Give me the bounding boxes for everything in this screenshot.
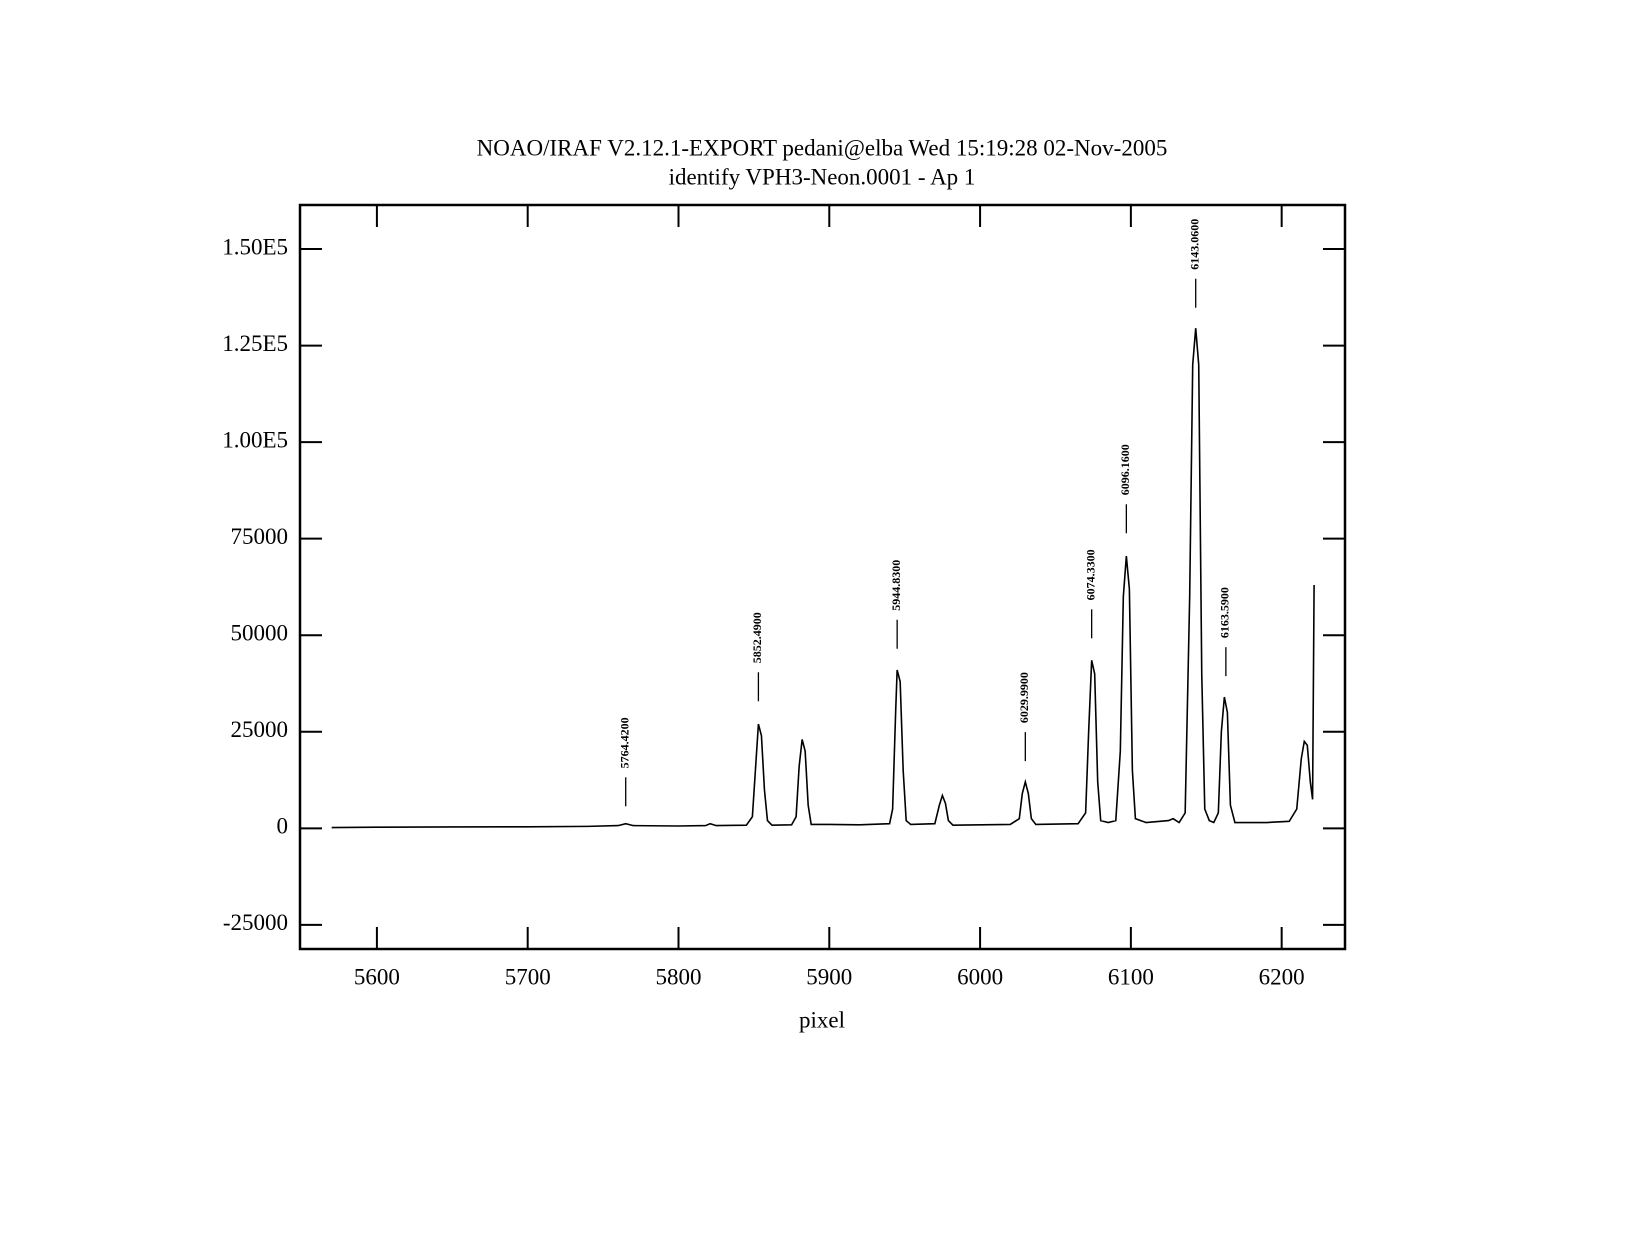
feature-label: 6143.0600 (1187, 219, 1201, 270)
feature-label: 6074.3300 (1083, 549, 1097, 600)
y-tick-label: 1.50E5 (222, 234, 288, 259)
spectrum-line (331, 328, 1315, 829)
y-tick-label: 75000 (231, 524, 289, 549)
y-tick-label: -25000 (223, 910, 288, 935)
x-tick-label: 5900 (806, 964, 852, 989)
y-tick-label: 0 (277, 814, 289, 839)
feature-label: 6163.5900 (1218, 587, 1232, 638)
feature-label: 6029.9900 (1017, 672, 1031, 723)
x-tick-label: 6100 (1108, 964, 1154, 989)
x-tick-label: 5800 (655, 964, 701, 989)
plot-frame (298, 203, 1347, 951)
feature-label: 6096.1600 (1118, 444, 1132, 495)
chart-title: NOAO/IRAF V2.12.1-EXPORT pedani@elba Wed… (477, 135, 1168, 160)
y-tick-label: 25000 (231, 717, 289, 742)
feature-label: 5852.4900 (750, 612, 764, 663)
feature-label: 5944.8300 (889, 560, 903, 611)
chart-subtitle: identify VPH3-Neon.0001 - Ap 1 (669, 164, 976, 189)
x-tick-label: 5700 (505, 964, 551, 989)
x-tick-label: 5600 (354, 964, 400, 989)
x-tick-label: 6200 (1259, 964, 1305, 989)
y-tick-label: 1.25E5 (222, 331, 288, 356)
feature-label: 5764.4200 (617, 717, 631, 768)
y-tick-label: 50000 (231, 620, 289, 645)
x-tick-label: 6000 (957, 964, 1003, 989)
x-axis-label: pixel (799, 1007, 845, 1032)
y-tick-label: 1.00E5 (222, 427, 288, 452)
